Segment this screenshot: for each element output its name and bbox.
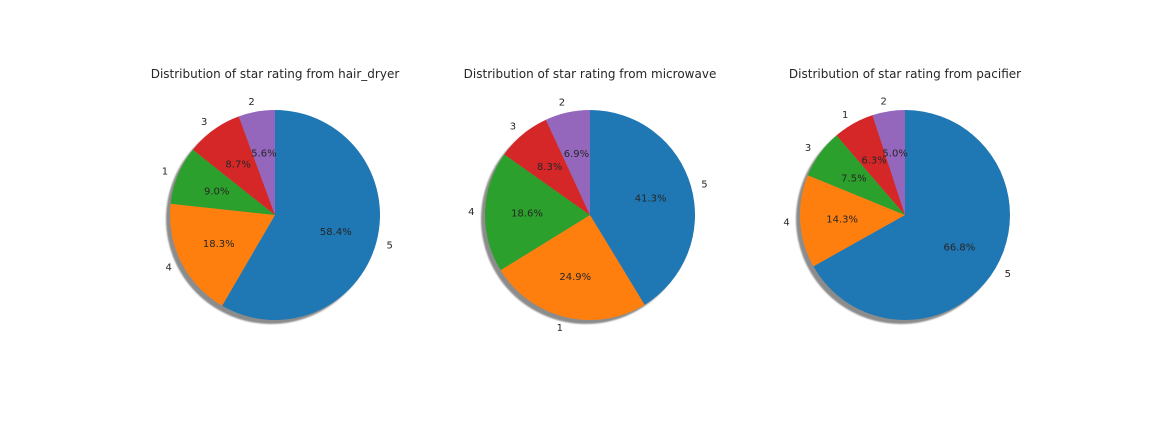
slice-label: 4	[166, 263, 172, 274]
slice-percent-label: 5.6%	[251, 148, 276, 159]
slice-percent-label: 58.4%	[320, 227, 352, 238]
slice-percent-label: 8.3%	[537, 162, 562, 173]
chart-title: Distribution of star rating from hair_dr…	[151, 67, 400, 81]
pie-slice	[170, 149, 275, 215]
pie-slice	[800, 175, 905, 267]
slice-label: 2	[881, 96, 887, 107]
slice-label: 3	[805, 143, 811, 154]
pie-slice	[504, 119, 590, 215]
chart-title: Distribution of star rating from microwa…	[464, 67, 717, 81]
pie-slice	[485, 154, 590, 271]
slice-label: 5	[1005, 269, 1011, 280]
pie-slice	[222, 110, 381, 320]
pie-slice	[872, 110, 905, 215]
slice-percent-label: 66.8%	[943, 242, 975, 253]
slice-label: 3	[201, 117, 207, 128]
slice-label: 1	[842, 110, 848, 121]
pie-slice	[813, 110, 1010, 320]
slice-percent-label: 6.3%	[861, 156, 886, 167]
pie-slice	[500, 215, 645, 321]
pie-slice	[807, 135, 905, 215]
slice-percent-label: 41.3%	[635, 193, 667, 204]
pie-slice	[170, 203, 275, 306]
slice-percent-label: 6.9%	[564, 149, 589, 160]
slice-label: 2	[248, 97, 254, 108]
slice-label: 2	[559, 98, 565, 109]
slice-percent-label: 9.0%	[204, 187, 229, 198]
pie-chart-microwave: Distribution of star rating from microwa…	[464, 67, 717, 334]
slice-percent-label: 18.3%	[203, 239, 235, 250]
slice-label: 4	[468, 207, 474, 218]
slice-label: 5	[701, 179, 707, 190]
slice-percent-label: 18.6%	[511, 209, 543, 220]
pie-slice	[545, 110, 590, 215]
slice-percent-label: 7.5%	[841, 174, 866, 185]
chart-title: Distribution of star rating from pacifie…	[789, 67, 1021, 81]
pie-slice	[590, 110, 695, 305]
slice-percent-label: 24.9%	[559, 272, 591, 283]
pie-chart-pacifier: Distribution of star rating from pacifie…	[783, 67, 1021, 324]
pie-chart-hair-dryer: Distribution of star rating from hair_dr…	[151, 67, 400, 324]
pie-slice	[192, 116, 275, 215]
slice-label: 3	[510, 122, 516, 133]
pie-slice	[836, 115, 905, 215]
slice-label: 5	[387, 241, 393, 252]
pie-slice	[238, 110, 275, 215]
slice-percent-label: 5.0%	[882, 148, 907, 159]
slice-label: 1	[557, 323, 563, 334]
slice-label: 1	[162, 167, 168, 178]
slice-label: 4	[783, 218, 789, 229]
slice-percent-label: 14.3%	[826, 214, 858, 225]
slice-percent-label: 8.7%	[225, 159, 250, 170]
